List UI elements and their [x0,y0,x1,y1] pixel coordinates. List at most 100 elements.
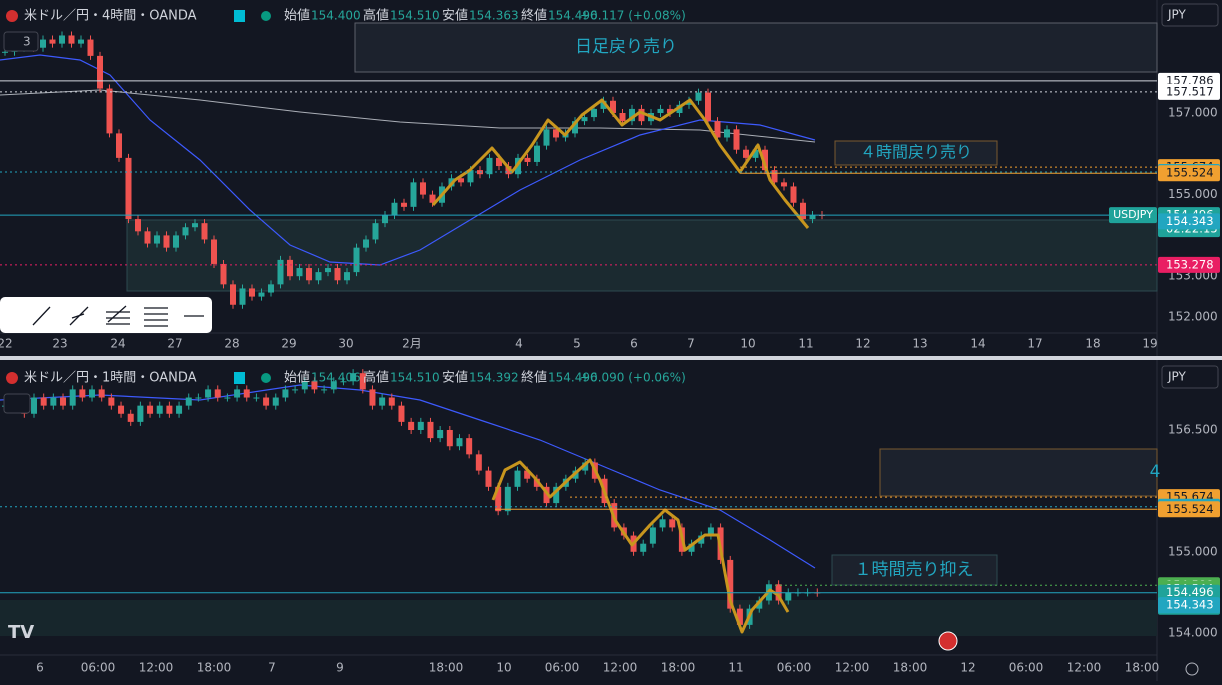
candle [173,235,179,248]
candle [118,405,125,414]
time-label: 18:00 [1125,661,1160,675]
candle [287,259,293,277]
candle [344,272,350,281]
candle [659,519,666,528]
time-label: 7 [268,661,276,675]
candle [610,100,616,113]
time-label: 06:00 [1009,661,1044,675]
price-level-label: 155.524 [1166,166,1214,180]
ohlc-value: 154.363 [469,9,519,23]
annotation-box [879,448,1158,497]
price-tick-label: 157.000 [1168,106,1218,120]
annotation: １時間売り抑え [855,560,974,580]
candle [79,389,86,398]
candle [89,389,96,398]
candle [437,430,444,439]
candle [156,405,163,414]
drawing-toolbar[interactable] [0,297,212,333]
indicator-toggle[interactable] [3,31,39,52]
range-zone [0,600,1157,636]
time-label: 14 [970,337,985,351]
indicator-toggle[interactable] [3,393,31,414]
time-label: 7 [687,337,695,351]
price-tick-label: 156.500 [1168,423,1218,437]
trend-drawing [491,458,790,634]
tool-ray[interactable] [69,306,89,326]
candle [224,397,231,399]
logo: TV [8,622,34,643]
tool-trendline[interactable] [32,306,51,326]
currency: JPY [1167,370,1187,384]
candle [59,35,65,44]
candle [353,247,360,273]
symbol-flag [6,372,18,384]
candle [504,486,511,512]
candle [714,121,721,138]
candle [771,170,778,183]
time-label: 19 [1142,337,1157,351]
candle [514,470,521,487]
candle [258,292,265,297]
candle [427,421,434,439]
candle [68,35,75,44]
symbol-title[interactable]: 米ドル／円・4時間・OANDA [24,9,197,24]
candle [669,519,676,528]
candle [282,389,289,398]
candle [667,108,673,113]
time-label: 13 [912,337,927,351]
candle [106,88,113,134]
candle [201,223,208,240]
ohlc-label: 高値 [363,370,389,386]
tool-channel[interactable] [106,305,130,325]
candle [495,486,502,512]
candle [543,129,550,146]
candle [785,592,792,601]
candle [185,397,192,406]
symbol-title[interactable]: 米ドル／円・1時間・OANDA [24,371,197,386]
candle [166,405,173,414]
price-level-tag [1158,501,1220,518]
settings-icon[interactable] [1185,662,1199,676]
candle [372,223,379,240]
event-flag[interactable] [938,631,958,651]
candle [249,288,255,297]
candle [388,397,395,406]
time-label: 24 [110,337,125,351]
time-label: 06:00 [545,661,580,675]
price-level-label: 155.524 [1166,502,1214,516]
ohlc-label: 高値 [363,8,389,24]
candle [466,438,473,455]
time-label: 4 [515,337,523,351]
candle [736,608,743,625]
time-label: 12 [855,337,870,351]
candle [600,100,607,109]
candle [401,202,407,207]
candle [147,405,154,414]
annotation: 4 [1150,462,1161,482]
candle [220,263,227,285]
candle [296,268,303,277]
candle [524,157,531,162]
candle [253,397,260,399]
candle [781,182,787,187]
candle [688,543,695,552]
currency-select[interactable] [1161,3,1219,27]
toolbar-bg [0,297,212,333]
flag-icon [234,372,245,384]
ohlc-label: 始値 [284,8,310,24]
candle [330,381,337,390]
candle [762,149,768,171]
price-level-label: 154.343 [1166,598,1214,612]
tool-fib[interactable] [144,307,168,327]
candle [363,239,369,248]
ohlc-label: 終値 [521,8,547,24]
price-tick-label: 155.000 [1168,187,1218,201]
time-label: 12:00 [603,661,638,675]
currency-select[interactable] [1161,365,1219,389]
time-label: 06:00 [777,661,812,675]
candle [475,454,482,471]
candle [182,227,189,236]
candle [306,268,312,281]
price-level-tag [1158,597,1220,614]
